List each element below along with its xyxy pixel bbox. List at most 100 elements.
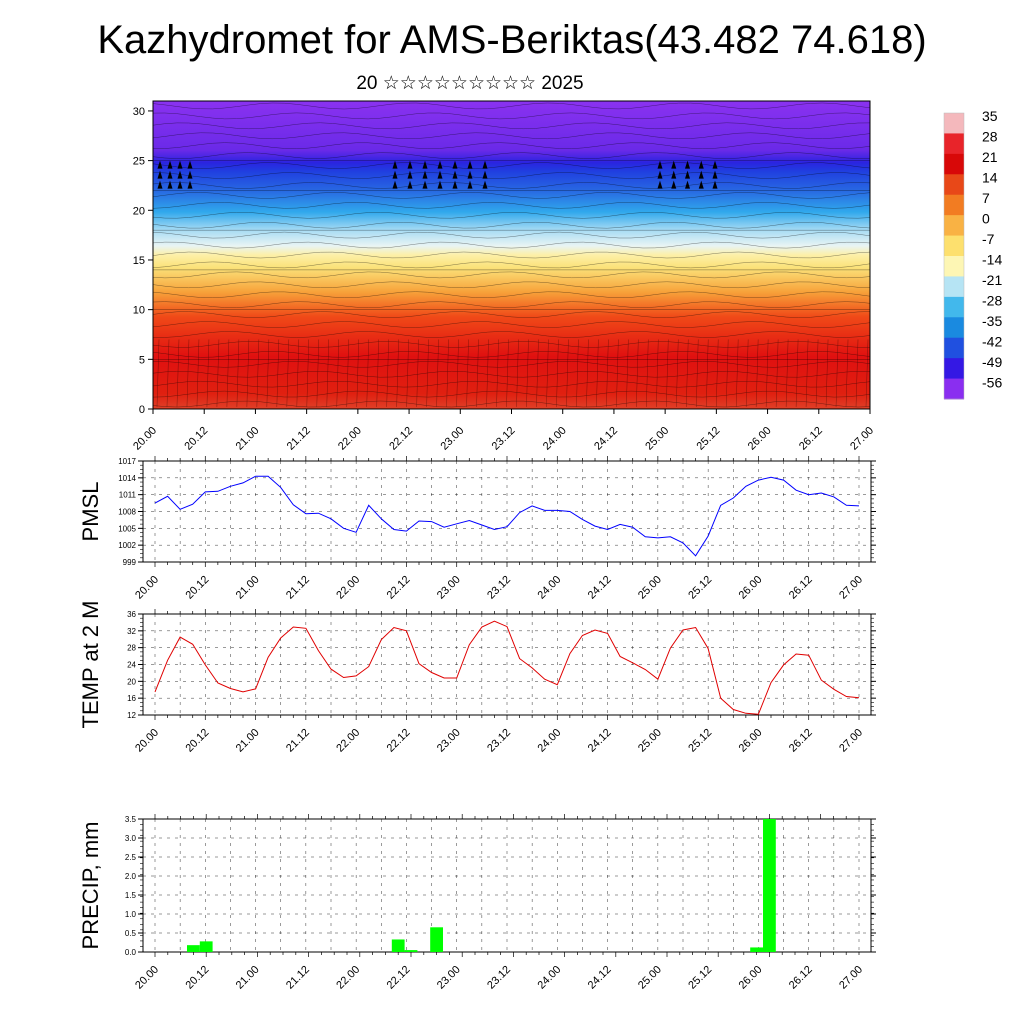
chart-subtitle: 20 ☆☆☆☆☆☆☆☆☆ 2025	[356, 73, 584, 94]
wind-arrow	[671, 170, 677, 179]
x-tick-label: 23.12	[485, 574, 513, 602]
y-tick-label: 0	[139, 404, 145, 416]
wind-arrow	[187, 170, 193, 179]
x-tick-label: 27.00	[848, 425, 876, 453]
x-tick-label: 25.00	[643, 425, 671, 453]
y-tick-label: 3.0	[125, 834, 137, 843]
wind-arrow	[482, 170, 488, 179]
colorbar-segment	[944, 194, 964, 216]
wind-barb-staff	[356, 339, 359, 408]
x-tick-label: 20.12	[183, 727, 211, 755]
x-tick-label: 20.12	[183, 574, 211, 602]
wind-arrow	[685, 160, 690, 169]
wind-arrow	[167, 170, 173, 179]
y-tick-label: 30	[133, 106, 145, 118]
wind-barb-staff	[206, 339, 210, 408]
wind-barb-staff	[186, 339, 190, 408]
wind-arrow	[452, 160, 458, 169]
chart-title: Kazhydromet for AMS-Beriktas(43.482 74.6…	[97, 18, 927, 62]
wind-streamline	[152, 142, 871, 149]
x-tick-label: 26.00	[737, 574, 765, 602]
wind-barb-staff	[416, 339, 419, 408]
wind-barb-staff	[436, 339, 439, 408]
x-tick-label: 21.12	[285, 425, 313, 453]
temperature-field	[153, 101, 870, 409]
wind-barb-staff	[396, 339, 399, 408]
wind-barbs	[152, 102, 871, 408]
colorbar-label: 7	[982, 190, 990, 206]
x-tick-label: 23.12	[485, 727, 513, 755]
wind-barb-staff	[426, 339, 429, 408]
x-tick-label: 25.00	[636, 964, 664, 992]
x-tick-label: 25.12	[686, 964, 714, 992]
x-tick-label: 20.00	[133, 574, 161, 602]
wind-streamline	[152, 400, 871, 408]
wind-streamline	[152, 361, 871, 368]
wind-arrow	[671, 160, 677, 169]
wind-streamline	[152, 102, 871, 110]
colorbar-segment	[944, 276, 964, 298]
colorbar-segment	[944, 358, 964, 380]
wind-barb-staff	[765, 339, 769, 408]
x-tick-label: 26.00	[737, 727, 765, 755]
wind-arrow	[698, 170, 704, 179]
wind-barb-staff	[476, 339, 479, 408]
x-tick-label: 22.00	[334, 727, 362, 755]
x-tick-label: 21.00	[234, 727, 262, 755]
y-tick-label: 0.0	[125, 948, 137, 957]
colorbar-label: -7	[982, 231, 995, 247]
wind-streamline	[152, 132, 871, 140]
wind-barb-staff	[636, 339, 639, 408]
wind-arrow	[482, 180, 488, 189]
wind-barb-staff	[266, 339, 270, 408]
x-tick-label: 24.12	[586, 964, 614, 992]
temp2m-series-line	[154, 620, 860, 715]
pmsl-series-line	[154, 475, 860, 557]
x-tick-label: 25.12	[686, 574, 714, 602]
wind-barb-staff	[716, 339, 719, 408]
wind-barb-staff	[456, 339, 459, 408]
x-tick-label: 22.12	[387, 425, 415, 453]
wind-barb-staff	[855, 339, 859, 408]
colorbar-label: 21	[982, 149, 998, 165]
colorbar-segment	[944, 337, 964, 359]
wind-arrow	[467, 180, 473, 189]
wind-barb-staff	[506, 339, 509, 408]
colorbar-label: -49	[982, 354, 1002, 370]
y-tick-label: 16	[127, 694, 136, 703]
wind-streamline	[152, 122, 871, 130]
wind-streamline	[152, 380, 871, 388]
y-tick-label: 999	[123, 558, 137, 567]
wind-barb-staff	[216, 339, 220, 408]
wind-barb-staff	[386, 339, 389, 408]
wind-streamline	[152, 261, 871, 269]
x-tick-label: 25.00	[636, 574, 664, 602]
wind-barb-staff	[865, 339, 869, 408]
wind-arrow	[392, 170, 398, 179]
x-tick-label: 20.00	[133, 727, 161, 755]
x-tick-label: 21.12	[284, 727, 312, 755]
wind-arrow	[407, 170, 413, 179]
x-tick-label: 24.00	[535, 964, 563, 992]
temp2m-axis-label: TEMP at 2 M	[78, 601, 103, 729]
x-tick-label: 24.00	[541, 425, 569, 453]
wind-streamline	[152, 221, 871, 229]
wind-barb-staff	[775, 339, 779, 408]
wind-arrow	[452, 180, 458, 189]
wind-barb-staff	[176, 339, 180, 408]
y-tick-label: 1005	[118, 524, 136, 533]
wind-barb-staff	[546, 339, 549, 408]
wind-barb-staff	[316, 339, 319, 408]
wind-streamline	[152, 251, 871, 259]
y-tick-label: 1014	[118, 474, 136, 483]
colorbar-label: -21	[982, 272, 1002, 288]
x-tick-label: 23.00	[435, 574, 463, 602]
wind-arrow	[392, 180, 398, 189]
wind-barb-staff	[755, 339, 759, 408]
wind-barb-staff	[226, 339, 230, 408]
colorbar-segment	[944, 113, 964, 134]
wind-arrow	[157, 160, 163, 169]
colorbar-segment	[944, 296, 964, 318]
wind-streamline	[152, 370, 871, 378]
x-tick-label: 24.12	[586, 574, 614, 602]
